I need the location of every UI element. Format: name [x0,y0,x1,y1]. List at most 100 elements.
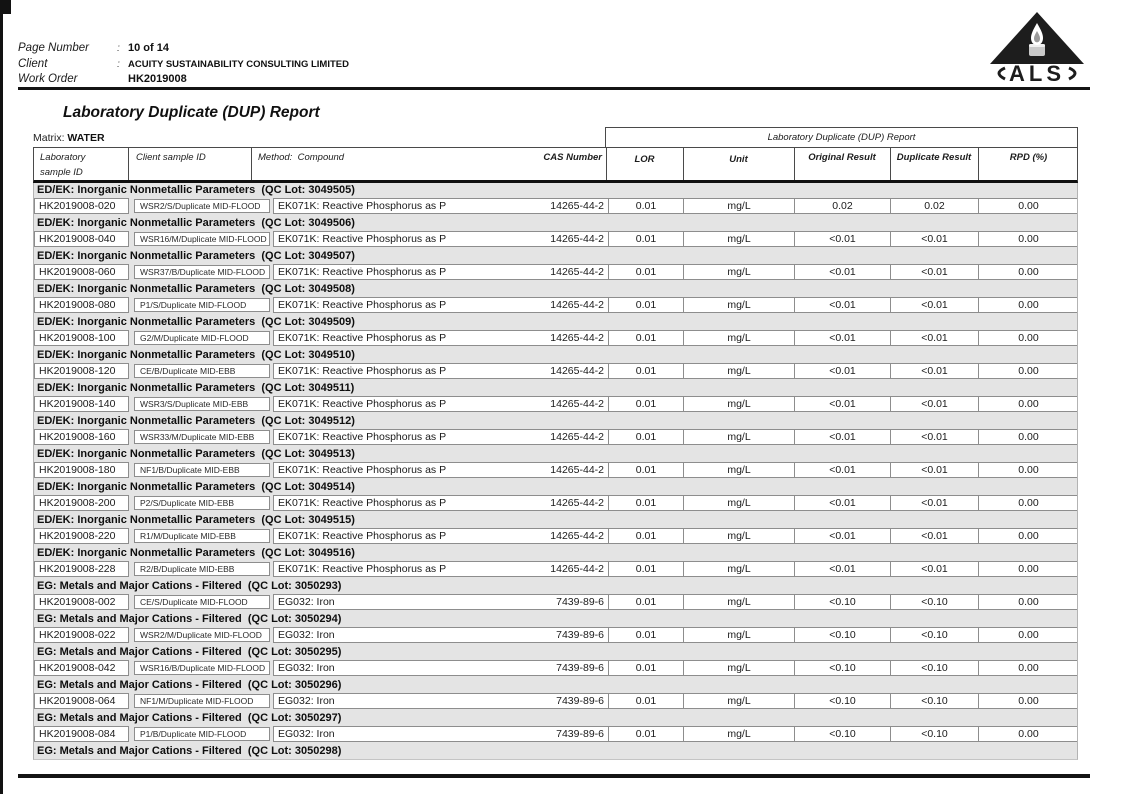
qc-section-header: ED/EK: Inorganic Nonmetallic Parameters … [37,382,355,394]
table-row: HK2019008-160 WSR33/M/Duplicate MID-EBB … [34,428,1077,447]
col-laboratory-line1: Laboratory [40,152,86,163]
original-result-cell: <0.01 [794,561,891,577]
cas-number: 14265-44-2 [550,365,604,377]
col-original-result: Original Result [808,152,876,163]
qc-section-header: EG: Metals and Major Cations - Filtered … [37,613,342,625]
duplicate-result-cell: 0.02 [890,198,979,214]
lab-sample-id-cell: HK2019008-080 [34,297,129,313]
lor-cell: 0.01 [608,561,684,577]
lab-sample-id-cell: HK2019008-022 [34,627,129,643]
original-result-cell: <0.10 [794,726,891,742]
cas-number: 14265-44-2 [550,299,604,311]
table-row: HK2019008-042 WSR16/B/Duplicate MID-FLOO… [34,659,1077,678]
lor-cell: 0.01 [608,198,684,214]
method-text: EK071K: Reactive Phosphorus as P [278,266,447,278]
duplicate-result-cell: <0.01 [890,231,979,247]
qc-section-header: ED/EK: Inorganic Nonmetallic Parameters … [37,547,355,559]
cas-number: 7439-89-6 [556,596,604,608]
col-client-sample-id: Client sample ID [136,152,206,163]
rpd-cell: 0.00 [978,594,1077,610]
method-text: EG032: Iron [278,662,335,674]
col-rpd: RPD (%) [1009,152,1048,163]
table-row: HK2019008-228 R2/B/Duplicate MID-EBB EK0… [34,560,1077,579]
work-order-label: Work Order [18,73,78,85]
method-compound-cell: EK071K: Reactive Phosphorus as P 14265-4… [273,264,609,280]
table-row: HK2019008-020 WSR2/S/Duplicate MID-FLOOD… [34,197,1077,216]
duplicate-result-cell: <0.01 [890,396,979,412]
duplicate-result-cell: <0.10 [890,726,979,742]
qc-section-header: EG: Metals and Major Cations - Filtered … [37,646,342,658]
unit-cell: mg/L [683,330,795,346]
method-text: EK071K: Reactive Phosphorus as P [278,431,447,443]
table-row: HK2019008-002 CE/S/Duplicate MID-FLOOD E… [34,593,1077,612]
cas-number: 14265-44-2 [550,266,604,278]
client-sample-id-cell: G2/M/Duplicate MID-FLOOD [134,331,270,345]
duplicate-result-cell: <0.01 [890,363,979,379]
client-value: ACUITY SUSTAINABILITY CONSULTING LIMITED [128,59,349,70]
cas-number: 14265-44-2 [550,233,604,245]
original-result-cell: <0.01 [794,495,891,511]
method-compound-cell: EK071K: Reactive Phosphorus as P 14265-4… [273,330,609,346]
table-row: HK2019008-080 P1/S/Duplicate MID-FLOOD E… [34,296,1077,315]
method-compound-cell: EG032: Iron 7439-89-6 [273,627,609,643]
matrix-value: WATER [67,132,105,144]
unit-cell: mg/L [683,693,795,709]
client-sample-id-cell: CE/S/Duplicate MID-FLOOD [134,595,270,609]
col-duplicate-result: Duplicate Result [896,152,972,163]
method-text: EK071K: Reactive Phosphorus as P [278,365,447,377]
qc-section-header: ED/EK: Inorganic Nonmetallic Parameters … [37,514,355,526]
col-unit: Unit [729,154,748,165]
method-text: EK071K: Reactive Phosphorus as P [278,398,447,410]
method-text: EG032: Iron [278,695,335,707]
client-sample-id-cell: R2/B/Duplicate MID-EBB [134,562,270,576]
table-row: HK2019008-040 WSR16/M/Duplicate MID-FLOO… [34,230,1077,249]
lor-cell: 0.01 [608,660,684,676]
unit-cell: mg/L [683,561,795,577]
client-sample-id-cell: NF1/B/Duplicate MID-EBB [134,463,270,477]
lor-cell: 0.01 [608,297,684,313]
lab-sample-id-cell: HK2019008-160 [34,429,129,445]
lor-cell: 0.01 [608,528,684,544]
lor-cell: 0.01 [608,363,684,379]
cas-number: 14265-44-2 [550,332,604,344]
original-result-cell: <0.01 [794,264,891,280]
method-text: EG032: Iron [278,728,335,740]
qc-section-header: ED/EK: Inorganic Nonmetallic Parameters … [37,448,355,460]
qc-section-header: ED/EK: Inorganic Nonmetallic Parameters … [37,184,355,196]
qc-section-header: EG: Metals and Major Cations - Filtered … [37,745,342,757]
table-row: HK2019008-140 WSR3/S/Duplicate MID-EBB E… [34,395,1077,414]
qc-section-header: ED/EK: Inorganic Nonmetallic Parameters … [37,316,355,328]
logo-text: ALS [1009,61,1065,85]
method-compound-cell: EK071K: Reactive Phosphorus as P 14265-4… [273,462,609,478]
method-compound-cell: EK071K: Reactive Phosphorus as P 14265-4… [273,429,609,445]
lab-sample-id-cell: HK2019008-060 [34,264,129,280]
table-row: HK2019008-120 CE/B/Duplicate MID-EBB EK0… [34,362,1077,381]
duplicate-result-cell: <0.01 [890,429,979,445]
method-compound-cell: EG032: Iron 7439-89-6 [273,660,609,676]
original-result-cell: <0.01 [794,396,891,412]
cas-number: 14265-44-2 [550,398,604,410]
duplicate-result-cell: <0.10 [890,594,979,610]
qc-section-header: ED/EK: Inorganic Nonmetallic Parameters … [37,415,355,427]
client-label: Client [18,58,48,70]
scan-edge-corner [0,0,11,14]
lor-cell: 0.01 [608,627,684,643]
client-sample-id-cell: WSR33/M/Duplicate MID-EBB [134,430,270,444]
rpd-cell: 0.00 [978,363,1077,379]
lab-sample-id-cell: HK2019008-020 [34,198,129,214]
rpd-cell: 0.00 [978,297,1077,313]
rpd-cell: 0.00 [978,330,1077,346]
rpd-cell: 0.00 [978,660,1077,676]
qc-section-header: ED/EK: Inorganic Nonmetallic Parameters … [37,349,355,361]
report-title: Laboratory Duplicate (DUP) Report [63,104,320,121]
lor-cell: 0.01 [608,594,684,610]
unit-cell: mg/L [683,231,795,247]
duplicate-result-cell: <0.01 [890,264,979,280]
lor-cell: 0.01 [608,330,684,346]
method-text: EK071K: Reactive Phosphorus as P [278,332,447,344]
lab-sample-id-cell: HK2019008-120 [34,363,129,379]
header-rule [18,87,1090,90]
client-sample-id-cell: WSR3/S/Duplicate MID-EBB [134,397,270,411]
client-sample-id-cell: NF1/M/Duplicate MID-FLOOD [134,694,270,708]
